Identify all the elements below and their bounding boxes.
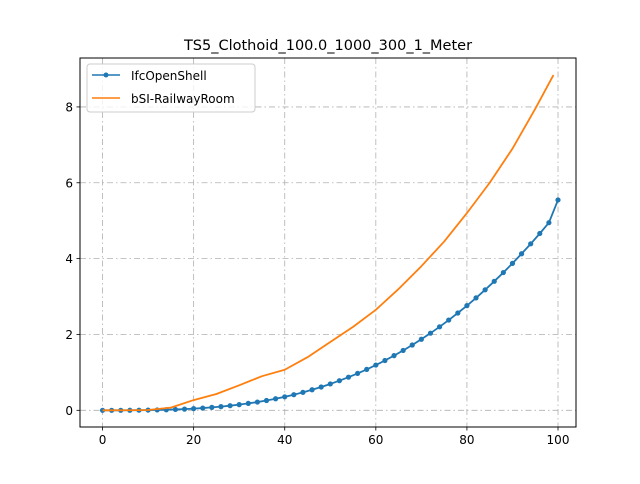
data-point-ifcopenshell (491, 278, 497, 284)
data-point-ifcopenshell (191, 406, 197, 412)
data-point-ifcopenshell (509, 260, 516, 266)
data-point-ifcopenshell (537, 230, 543, 237)
plot-frame (79, 57, 577, 428)
x-tick-label: 80 (459, 433, 474, 447)
y-tick-label: 8 (65, 100, 73, 114)
data-point-ifcopenshell (291, 392, 297, 398)
data-point-ifcopenshell (273, 396, 279, 402)
legend-marker-ifcopenshell (103, 72, 109, 78)
data-point-ifcopenshell (254, 399, 260, 405)
data-point-ifcopenshell (200, 405, 206, 411)
data-point-ifcopenshell (373, 362, 379, 368)
data-point-ifcopenshell (546, 220, 552, 226)
data-point-ifcopenshell (209, 404, 215, 410)
data-point-ifcopenshell (528, 241, 534, 247)
data-point-ifcopenshell (336, 378, 342, 384)
data-point-ifcopenshell (427, 330, 434, 336)
data-point-ifcopenshell (473, 295, 479, 301)
y-tick-label: 0 (65, 404, 73, 418)
data-point-ifcopenshell (172, 406, 179, 413)
data-point-ifcopenshell (345, 374, 352, 380)
data-point-ifcopenshell (318, 384, 324, 390)
data-point-ifcopenshell (409, 342, 415, 348)
x-tick-label: 20 (186, 433, 201, 447)
data-point-ifcopenshell (327, 381, 333, 387)
data-point-ifcopenshell (364, 366, 370, 372)
data-point-ifcopenshell (400, 347, 406, 354)
y-tick-label: 4 (65, 252, 73, 266)
data-point-ifcopenshell (464, 303, 470, 309)
chart-title: TS5_Clothoid_100.0_1000_300_1_Meter (183, 38, 472, 54)
legend-box (86, 63, 256, 113)
data-point-ifcopenshell (455, 310, 461, 316)
data-point-ifcopenshell (181, 406, 188, 412)
data-point-ifcopenshell (282, 394, 288, 400)
legend-label-bsi-railwayroom: bSI-RailwayRoom (131, 92, 235, 106)
data-point-ifcopenshell (518, 251, 525, 257)
data-point-ifcopenshell (309, 387, 315, 393)
data-point-ifcopenshell (355, 370, 361, 377)
legend-label-ifcopenshell: IfcOpenShell (131, 69, 207, 83)
x-tick-label: 100 (547, 433, 570, 447)
data-point-ifcopenshell (382, 357, 388, 364)
x-tick-label: 60 (368, 433, 383, 447)
series-line-bsi-railwayroom (102, 74, 555, 412)
data-point-ifcopenshell (436, 324, 443, 330)
tick-layer: 0 20 40 60 80 100 0 2 4 6 8 (65, 100, 569, 447)
data-point-ifcopenshell (482, 287, 488, 293)
x-tick-label: 0 (99, 433, 107, 447)
data-point-ifcopenshell (227, 403, 233, 409)
data-point-ifcopenshell (391, 353, 397, 359)
data-point-ifcopenshell (245, 400, 251, 407)
legend[interactable]: IfcOpenShell bSI-RailwayRoom (86, 63, 256, 113)
data-point-ifcopenshell (263, 397, 270, 404)
data-point-ifcopenshell (500, 269, 506, 276)
data-point-ifcopenshell (300, 389, 306, 395)
data-point-ifcopenshell (218, 404, 224, 410)
data-point-ifcopenshell (555, 197, 561, 203)
y-tick-label: 6 (65, 176, 73, 190)
data-point-ifcopenshell (418, 336, 424, 342)
series-layer (99, 74, 561, 413)
x-tick-label: 40 (277, 433, 292, 447)
y-tick-label: 2 (65, 328, 73, 342)
data-point-ifcopenshell (446, 317, 452, 323)
data-point-ifcopenshell (236, 402, 242, 408)
